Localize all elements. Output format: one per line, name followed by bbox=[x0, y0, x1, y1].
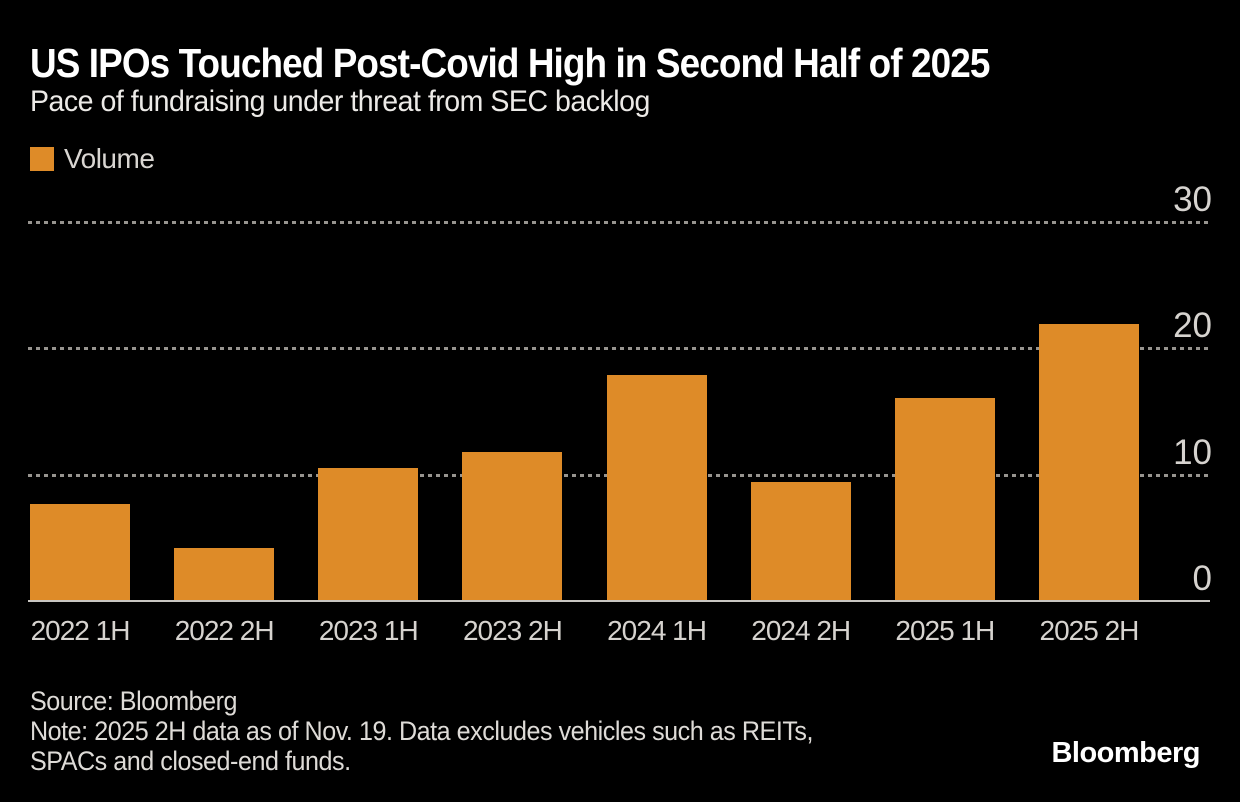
x-axis-label-2025-2h: 2025 2H bbox=[1039, 615, 1140, 646]
chart-title: US IPOs Touched Post-Covid High in Secon… bbox=[30, 40, 990, 86]
chart-subtitle: Pace of fundraising under threat from SE… bbox=[30, 85, 650, 118]
x-axis-label-2023-2h: 2023 2H bbox=[462, 615, 563, 646]
legend-volume-label: Volume bbox=[64, 143, 155, 174]
gridline-20 bbox=[28, 347, 1210, 351]
x-axis-label-2024-1h: 2024 1H bbox=[607, 615, 707, 646]
bar-2024-1h bbox=[606, 374, 707, 601]
gridline-30 bbox=[28, 221, 1210, 224]
y-axis-label-30: 30 bbox=[1173, 180, 1212, 219]
bar-2025-1h bbox=[894, 397, 995, 601]
legend-volume-swatch bbox=[30, 147, 54, 171]
note-text-line2: SPACs and closed-end funds. bbox=[30, 746, 351, 776]
x-axis-line bbox=[28, 600, 1210, 602]
x-axis-label-2022-2h: 2022 2H bbox=[174, 615, 275, 646]
x-axis-label-2025-1h: 2025 1H bbox=[895, 615, 995, 646]
legend: Volume bbox=[30, 143, 155, 175]
bar-2023-2h bbox=[462, 451, 563, 601]
y-axis-label-10: 10 bbox=[1173, 432, 1212, 472]
bloomberg-logo: Bloomberg bbox=[1051, 737, 1200, 769]
x-axis-label-2022-1h: 2022 1H bbox=[30, 615, 131, 646]
bar-2023-1h bbox=[318, 468, 419, 601]
y-axis-label-0: 0 bbox=[1192, 559, 1212, 598]
source-text: Source: Bloomberg bbox=[30, 686, 238, 716]
chart-footer: Source: Bloomberg Note: 2025 2H data as … bbox=[30, 686, 813, 776]
x-axis-label-2023-1h: 2023 1H bbox=[318, 615, 419, 646]
y-axis-label-20: 20 bbox=[1173, 306, 1212, 346]
bar-2022-1h bbox=[30, 503, 130, 601]
bar-2022-2h bbox=[174, 547, 275, 601]
bar-2025-2h bbox=[1038, 324, 1139, 601]
bar-2024-2h bbox=[750, 482, 851, 601]
note-text-line1: Note: 2025 2H data as of Nov. 19. Data e… bbox=[30, 716, 814, 746]
x-axis-label-2024-2h: 2024 2H bbox=[751, 615, 851, 646]
